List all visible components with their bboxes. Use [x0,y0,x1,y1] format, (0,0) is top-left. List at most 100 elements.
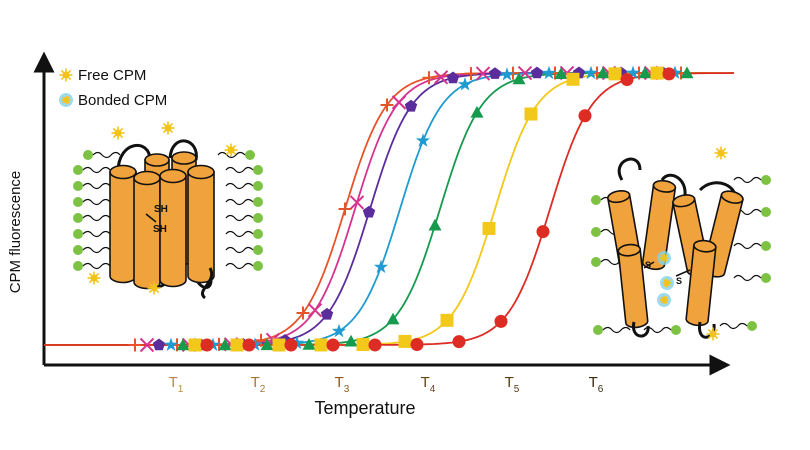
marker-cross [349,195,365,210]
lipid-molecules-right [591,175,771,335]
lipid [73,261,111,271]
marker-circle [578,109,592,123]
marker-triangle [386,312,400,325]
tick-label-1: T1 [169,374,184,395]
marker-plus [254,333,268,347]
helix-cylinder [641,179,677,271]
legend-bonded-label: Bonded CPM [78,92,167,109]
tick-label-3: T3 [335,374,350,395]
marker-circle [326,338,340,352]
helix-cylinder [685,239,717,327]
marker-star [541,65,557,80]
marker-square [356,338,370,352]
legend-free-label: Free CPM [78,67,146,84]
marker-triangle [596,66,610,79]
free-cpm-icon [59,68,73,82]
marker-plus [422,71,436,85]
marker-square [398,334,412,348]
marker-plus [338,202,352,216]
marker-cross [433,70,449,85]
lipid [225,213,263,223]
legend: Free CPM Bonded CPM [59,67,167,109]
marker-triangle [470,105,484,118]
s-label-left: S [645,260,651,270]
marker-triangle [428,218,442,231]
marker-star [499,67,515,81]
marker-plus [296,306,310,320]
marker-pentagon [488,67,502,79]
marker-star [373,259,389,274]
tick-label-2: T2 [251,374,266,395]
lipid [733,175,771,185]
bonded-cpm-icon [59,93,73,107]
lipid [593,325,631,335]
lipid [73,229,111,239]
marker-circle [368,338,382,352]
marker-star [331,323,347,338]
bonded-cpm-2 [660,276,674,290]
marker-triangle [554,67,568,80]
lipid [217,150,255,160]
lipid [733,241,771,251]
helix-cylinder [187,164,215,284]
marker-triangle [512,72,526,85]
helix-bundle: SH SH [109,139,215,300]
marker-plus [128,338,142,352]
marker-circle [536,225,550,239]
lipid [225,261,263,271]
lipid [225,165,263,175]
tick-subscript: 1 [178,384,184,395]
helix-cylinder [109,164,137,284]
marker-triangle [344,334,358,347]
marker-pentagon [152,338,166,351]
marker-plus [380,98,394,112]
marker-triangle [176,338,190,351]
sh-label-bottom: SH [153,224,167,235]
marker-triangle [260,338,274,351]
marker-star [415,133,431,147]
native-membrane-protein: SH SH [73,121,263,300]
tick-label-4: T4 [421,374,436,395]
marker-square [608,67,622,81]
marker-square [314,338,328,352]
unfolded-membrane-protein: S S [591,146,771,341]
marker-pentagon [530,66,544,79]
marker-star [457,77,473,91]
tick-subscript: 5 [514,384,520,395]
tick-subscript: 6 [598,384,604,395]
curve-markers [128,65,694,353]
lipid [73,245,111,255]
lipid [225,245,263,255]
marker-square [188,338,202,352]
marker-square [524,107,538,121]
marker-square [566,72,580,86]
marker-star [289,335,305,350]
marker-triangle [302,337,316,350]
marker-circle [662,67,676,81]
tick-subscript: 2 [260,384,266,395]
marker-square [650,66,664,80]
s-label-right: S [676,276,682,286]
marker-plus [464,67,478,81]
lipid-molecules-left [73,150,263,271]
marker-star [163,337,179,351]
marker-circle [452,335,466,349]
marker-pentagon [362,205,376,218]
tick-label-6: T6 [589,374,604,395]
lipid [83,150,121,160]
helix-cylinder [159,168,187,288]
marker-cross [307,303,323,318]
marker-square [230,338,244,352]
marker-square [440,313,454,327]
bonded-cpm-3 [657,293,671,307]
tick-subscript: 3 [344,384,350,395]
sh-label-top: SH [154,204,168,215]
lipid [225,197,263,207]
lipid [719,321,757,331]
lipid [73,165,111,175]
lipid [225,229,263,239]
marker-circle [620,73,634,87]
temperature-ticks: T1 T2 T3 T4 T5 T6 [169,374,604,395]
marker-triangle [218,338,232,351]
marker-pentagon [404,99,418,112]
